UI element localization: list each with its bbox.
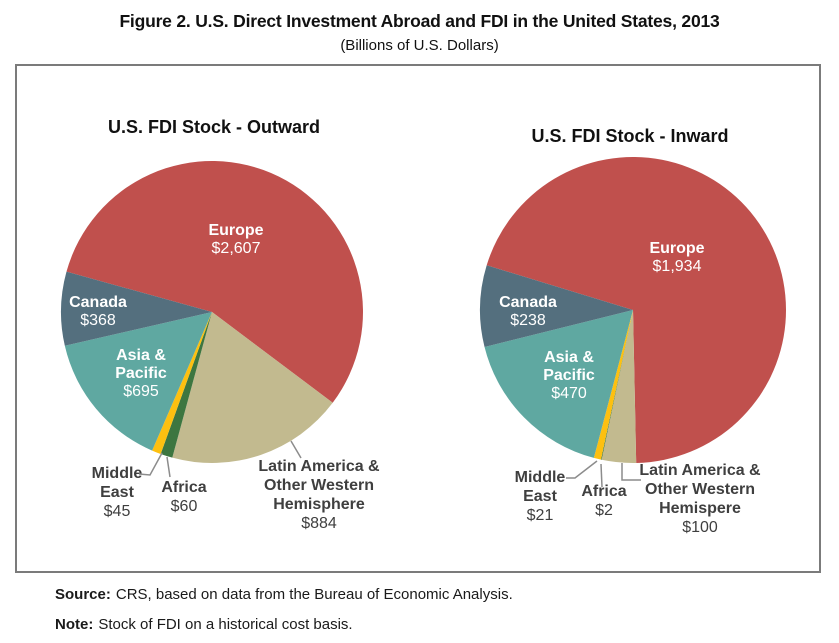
pie-chart-outward	[60, 161, 363, 463]
pie-slice-asia-pacific	[64, 312, 212, 451]
slice-name: Europe	[208, 222, 264, 239]
slice-amount: $695	[123, 383, 159, 400]
slice-amount: $1,934	[652, 258, 702, 275]
note-text: Stock of FDI on a historical cost basis.	[98, 616, 353, 633]
note-label: Note:	[55, 616, 94, 633]
slice-name: Latin America & Other Western Hemispere	[639, 462, 761, 517]
pie-slice-canada	[60, 271, 213, 346]
slice-amount: $60	[170, 498, 198, 515]
slice-label-latin-america-outward: Latin America & Other Western Hemisphere…	[234, 457, 404, 533]
slice-name: Asia & Pacific	[115, 347, 167, 382]
slice-amount: $238	[510, 312, 546, 329]
slice-label-asia-pacific-outward: Asia & Pacific $695	[81, 347, 201, 401]
slice-label-asia-pacific-inward: Asia & Pacific $470	[509, 349, 629, 403]
slice-amount: $884	[301, 515, 337, 532]
pie-title-inward: U.S. FDI Stock - Inward	[531, 126, 729, 146]
slice-amount: $368	[80, 312, 116, 329]
pie-slice-europe	[486, 157, 787, 463]
pie-slice-middle-east	[593, 310, 633, 460]
pie-slice-europe	[66, 161, 363, 403]
pie-slice-asia-pacific	[484, 310, 633, 458]
slice-name: Europe	[649, 240, 705, 257]
source-label: Source:	[55, 586, 111, 603]
source-line: Source: CRS, based on data from the Burea…	[55, 586, 513, 603]
slice-amount: $470	[551, 385, 587, 402]
slice-name: Canada	[69, 294, 127, 311]
slice-amount: $2	[595, 502, 613, 519]
figure-subtitle: (Billions of U.S. Dollars)	[340, 37, 499, 54]
slice-name: Latin America & Other Western Hemisphere	[258, 458, 380, 513]
slice-name: Africa	[161, 479, 207, 496]
pie-slice-latin-america-other-western-hemispere	[601, 310, 637, 464]
pie-chart-inward	[480, 157, 787, 464]
pie-slice-africa	[160, 312, 212, 458]
note-line: Note: Stock of FDI on a historical cost b…	[55, 616, 353, 633]
slice-label-africa-outward: Africa $60	[134, 478, 234, 516]
slice-amount: $21	[526, 507, 554, 524]
figure-title: Figure 2. U.S. Direct Investment Abroad …	[119, 11, 720, 31]
pie-slice-middle-east	[152, 312, 212, 454]
slice-label-latin-america-inward: Latin America & Other Western Hemispere …	[610, 461, 790, 537]
source-text: CRS, based on data from the Bureau of Ec…	[115, 586, 513, 603]
slice-name: Middle East	[91, 465, 143, 501]
slice-label-europe-inward: Europe $1,934	[612, 240, 742, 276]
pie-slice-canada	[480, 265, 633, 347]
slice-label-canada-inward: Canada $238	[468, 294, 588, 330]
slice-name: Asia & Pacific	[543, 349, 595, 384]
slice-label-middle-east-inward: Middle East $21	[485, 468, 595, 525]
slice-label-africa-inward: Africa $2	[554, 482, 654, 520]
slice-name: Canada	[499, 294, 557, 311]
slice-name: Africa	[581, 483, 627, 500]
slice-amount: $100	[682, 519, 718, 536]
pie-slice-latin-america-other-western-hemisphere	[172, 312, 333, 463]
slice-label-europe-outward: Europe $2,607	[176, 222, 296, 258]
slice-amount: $2,607	[211, 240, 261, 257]
slice-label-canada-outward: Canada $368	[38, 294, 158, 330]
slice-name: Middle East	[514, 469, 566, 505]
slice-label-middle-east-outward: Middle East $45	[62, 464, 172, 521]
slice-amount: $45	[103, 503, 131, 520]
pie-title-outward: U.S. FDI Stock - Outward	[107, 117, 321, 137]
pie-slice-africa	[600, 310, 633, 460]
